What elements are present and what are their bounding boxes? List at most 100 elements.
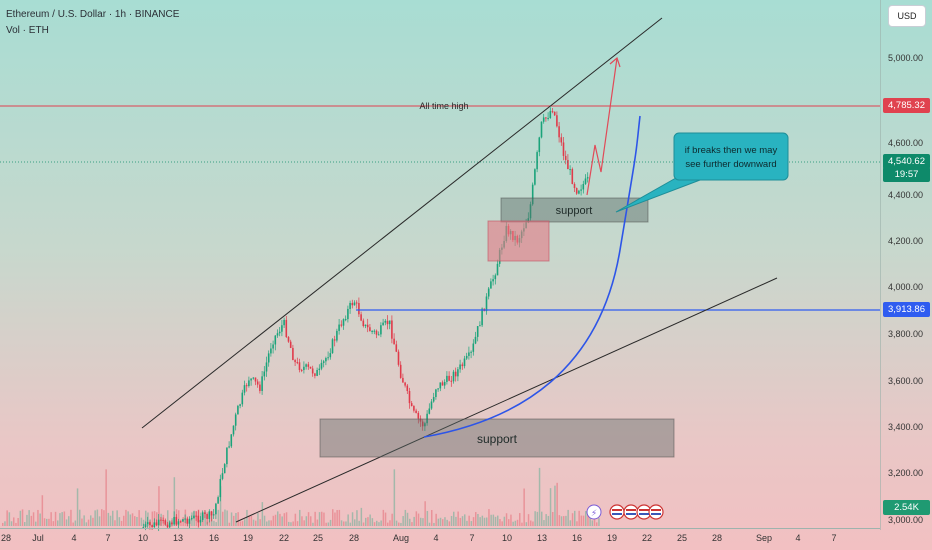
volume-bar	[481, 515, 484, 526]
volume-bar	[376, 520, 378, 526]
volume-bar	[519, 513, 521, 526]
volume-bar	[237, 512, 239, 526]
volume-bar	[81, 518, 83, 526]
volume-bar	[369, 514, 371, 526]
candle-body	[468, 352, 470, 356]
volume-bar	[321, 511, 323, 526]
candle-body	[298, 362, 301, 370]
candle-body	[296, 362, 299, 364]
time-tick: 22	[641, 533, 653, 543]
volume-bar	[512, 521, 514, 526]
time-axis[interactable]	[0, 528, 880, 550]
volume-bar	[461, 516, 464, 526]
volume-bar	[87, 519, 90, 526]
candle-body	[485, 296, 488, 312]
candle-body	[347, 308, 349, 320]
volume-bar	[503, 516, 506, 526]
volume-bar	[8, 512, 11, 526]
volume-bar	[292, 521, 294, 526]
candle-body	[162, 519, 164, 521]
volume-bar	[349, 522, 352, 526]
time-tick: 28	[348, 533, 360, 543]
volume-bar	[96, 509, 99, 526]
volume-bar	[514, 520, 517, 526]
candle-body	[215, 503, 217, 515]
volume-bar	[556, 482, 558, 526]
volume-bar	[145, 510, 147, 526]
volume-bar	[316, 519, 319, 526]
time-tick: Sep	[755, 533, 773, 543]
candle-body	[254, 377, 257, 382]
volume-bar	[505, 513, 508, 526]
candle-body	[355, 302, 358, 304]
candle-body	[144, 524, 147, 528]
volume-bar	[156, 512, 158, 526]
candle-body	[382, 322, 384, 326]
volume-bar	[497, 515, 499, 526]
candle-body	[179, 521, 182, 523]
candle-body	[153, 522, 156, 528]
candle-body	[362, 320, 365, 327]
candle-body	[327, 357, 329, 359]
volume-bar	[404, 509, 407, 526]
volume-bar	[228, 522, 231, 526]
candle-body	[463, 358, 466, 367]
price-tick: 5,000.00	[888, 53, 924, 63]
candle-body	[545, 117, 547, 119]
volume-bar	[585, 511, 587, 526]
volume-bar	[123, 515, 125, 526]
volume-bar	[101, 509, 103, 526]
volume-bar	[362, 522, 365, 526]
candle-body	[263, 371, 266, 377]
volume-bar	[48, 518, 50, 526]
volume-bar	[475, 512, 477, 526]
volume-bar	[534, 511, 536, 526]
candle-body	[534, 169, 536, 185]
volume-bar	[492, 514, 495, 526]
volume-bar	[246, 509, 248, 526]
candle-body	[580, 189, 582, 191]
volume-bar	[239, 521, 242, 526]
volume-bar	[323, 512, 325, 526]
candle-body	[571, 169, 574, 184]
volume-bar	[13, 517, 15, 526]
volume-bar	[464, 514, 466, 526]
candle-body	[166, 524, 169, 528]
volume-bar	[391, 513, 393, 526]
volume-bar	[301, 516, 303, 526]
volume-bar	[549, 488, 552, 526]
candle-body	[474, 336, 477, 344]
candle-body	[527, 218, 530, 223]
candle-body	[531, 184, 534, 205]
currency-button[interactable]: USD	[888, 5, 926, 27]
candle-body	[406, 385, 409, 392]
volume-bar	[4, 521, 6, 526]
volume-bar	[426, 510, 429, 526]
volume-bar	[450, 515, 453, 526]
candle-body	[243, 385, 246, 393]
candle-body	[287, 337, 290, 342]
volume-bar	[305, 516, 308, 526]
volume-bar	[578, 510, 580, 526]
volume-bar	[61, 512, 63, 526]
volume-bar	[107, 512, 110, 526]
volume-bar	[281, 516, 283, 526]
candle-body	[582, 183, 585, 190]
candle-body	[212, 514, 215, 516]
candle-body	[432, 397, 435, 402]
time-tick: 16	[571, 533, 583, 543]
candle-body	[441, 382, 444, 386]
candle-body	[318, 368, 321, 371]
candle-body	[199, 519, 202, 523]
volume-bar	[173, 477, 176, 526]
candle-body	[494, 275, 497, 280]
volume-bar	[296, 521, 299, 526]
candle-body	[171, 522, 173, 525]
volume-bar	[477, 513, 479, 526]
candle-body	[311, 368, 314, 374]
volume-bar	[219, 486, 222, 526]
candle-body	[428, 408, 431, 414]
candle-body	[380, 325, 382, 335]
candle-body	[417, 412, 420, 419]
